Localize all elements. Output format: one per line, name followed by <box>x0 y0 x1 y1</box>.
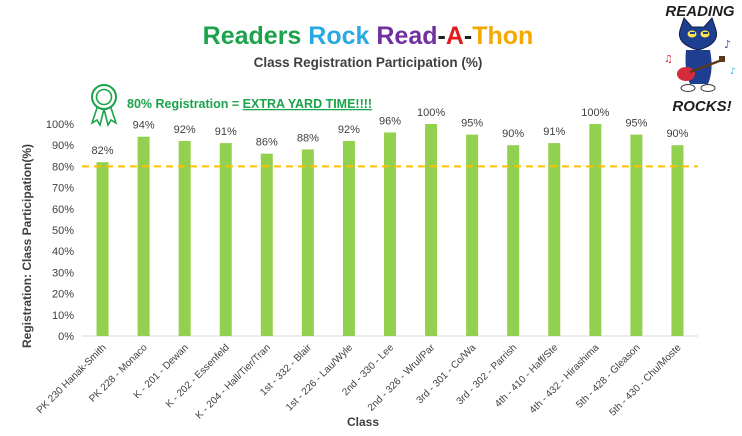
y-tick-label: 0% <box>58 331 74 343</box>
award-text: 80% Registration = EXTRA YARD TIME!!!! <box>127 97 372 111</box>
bar-data-label: 92% <box>338 124 360 136</box>
y-tick-label: 20% <box>52 289 74 301</box>
data-labels: 82% 94% 92% 91% 86% 88% 92% 96% 100% 95% 90% 91% 100… <box>92 107 689 157</box>
bar-data-label: 100% <box>417 107 445 119</box>
bar-series <box>96 124 684 336</box>
bar <box>137 136 150 336</box>
y-tick-label: 100% <box>46 119 74 131</box>
award-text-emphasis: EXTRA YARD TIME!!!! <box>243 97 372 111</box>
y-axis-ticks: 0% 10% 20% 30% 40% 50% 60% 70% 80% 90% 100% <box>46 119 74 343</box>
bar <box>260 153 273 336</box>
y-tick-label: 80% <box>52 161 74 173</box>
y-tick-label: 60% <box>52 204 74 216</box>
bar <box>548 143 561 336</box>
bar-data-label: 96% <box>379 115 401 127</box>
bar <box>178 140 191 336</box>
x-tick-label: K - 204 - Hall/Tier/Tran <box>194 342 273 421</box>
ribbon-award-icon <box>90 84 118 128</box>
x-axis-title: Class <box>347 415 379 429</box>
bar-data-label: 82% <box>92 145 114 157</box>
x-tick-label: 5th - 430 - Chu/Moste <box>607 342 683 418</box>
bar <box>507 145 520 336</box>
pete-the-cat-guitar-icon: ♪ ♫ ♪ <box>664 17 736 92</box>
svg-text:♪: ♪ <box>724 38 731 51</box>
bar <box>425 124 438 336</box>
y-tick-label: 70% <box>52 183 74 195</box>
bar-data-label: 91% <box>543 126 565 138</box>
title-part: - <box>438 22 446 50</box>
chart-title: Readers Rock Read-A-Thon <box>203 22 534 50</box>
bar-data-label: 95% <box>625 118 647 130</box>
bar-data-label: 91% <box>215 126 237 138</box>
svg-text:♫: ♫ <box>664 54 673 65</box>
logo-line-1: READING <box>665 3 735 20</box>
y-tick-label: 40% <box>52 246 74 258</box>
title-part: A <box>446 22 464 50</box>
title-part: Read <box>376 22 437 50</box>
bar-data-label: 90% <box>666 128 688 140</box>
x-tick-label: PK 230 Hanak-Smith <box>35 342 109 416</box>
award-text-prefix: 80% Registration = <box>127 97 243 111</box>
bar-data-label: 92% <box>174 124 196 136</box>
y-axis-title: Registration: Class Participation(%) <box>20 144 34 348</box>
y-tick-label: 50% <box>52 225 74 237</box>
bar-data-label: 90% <box>502 128 524 140</box>
logo-line-2: ROCKS! <box>672 98 731 115</box>
bar <box>219 143 232 336</box>
title-part: - <box>464 22 472 50</box>
title-part: Rock <box>308 22 376 50</box>
x-tick-label: 4th - 432 - Hirashima <box>528 342 602 416</box>
bar <box>589 124 602 336</box>
svg-text:♪: ♪ <box>730 67 736 77</box>
bar-data-label: 86% <box>256 137 278 149</box>
bar-data-label: 94% <box>133 120 155 132</box>
bar-data-label: 100% <box>581 107 609 119</box>
bar <box>301 149 314 336</box>
x-tick-label: 2nd - 326 - Wrul/Par <box>366 342 438 414</box>
y-tick-label: 10% <box>52 310 74 322</box>
y-tick-label: 90% <box>52 140 74 152</box>
bar <box>342 140 355 336</box>
bar <box>384 132 396 336</box>
title-part: Readers <box>203 22 309 50</box>
chart-subtitle: Class Registration Participation (%) <box>254 55 483 70</box>
bar-data-label: 88% <box>297 132 319 144</box>
bar <box>630 134 643 336</box>
bar <box>96 162 109 336</box>
bar <box>466 134 479 336</box>
bar-data-label: 95% <box>461 118 483 130</box>
reading-rocks-logo: READING ♪ ♫ ♪ ROCKS! <box>664 3 736 115</box>
title-part: Thon <box>472 22 533 50</box>
bar <box>671 145 684 336</box>
y-tick-label: 30% <box>52 267 74 279</box>
